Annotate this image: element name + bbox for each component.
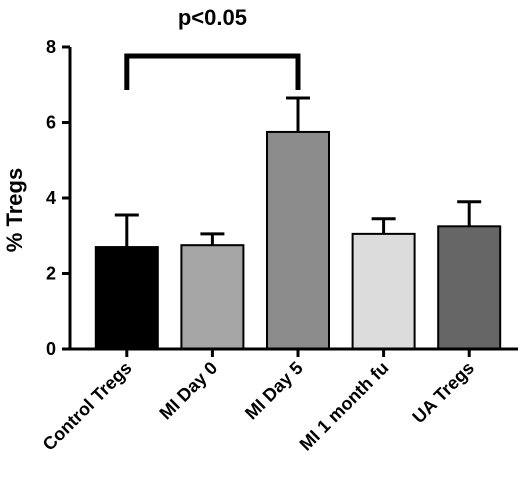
x-tick-label-0: Control Tregs (39, 358, 136, 455)
x-tick-label-1: MI Day 0 (155, 358, 221, 424)
error-bars-layer (114, 96, 482, 248)
bar-2 (266, 130, 330, 350)
y-tick-label-3: 6 (46, 113, 56, 133)
bar-4 (437, 225, 502, 350)
significance-label: p<0.05 (178, 5, 247, 30)
bar-1 (180, 244, 245, 350)
bar-0 (94, 246, 159, 350)
y-tick-label-2: 4 (46, 188, 56, 208)
axes-layer (62, 45, 518, 357)
x-tick-label-2: MI Day 5 (241, 358, 307, 424)
bar-3 (351, 232, 416, 350)
bars-layer (94, 130, 502, 350)
y-tick-label-4: 8 (46, 37, 56, 57)
y-tick-label-1: 2 (46, 264, 56, 284)
y-tick-label-0: 0 (46, 339, 56, 359)
significance-bracket-layer (124, 53, 301, 90)
x-tick-label-3: MI 1 month fu (296, 358, 393, 455)
y-axis-title: % Tregs (2, 168, 27, 252)
x-tick-label-4: UA Tregs (408, 358, 478, 428)
significance-bracket (124, 53, 301, 90)
